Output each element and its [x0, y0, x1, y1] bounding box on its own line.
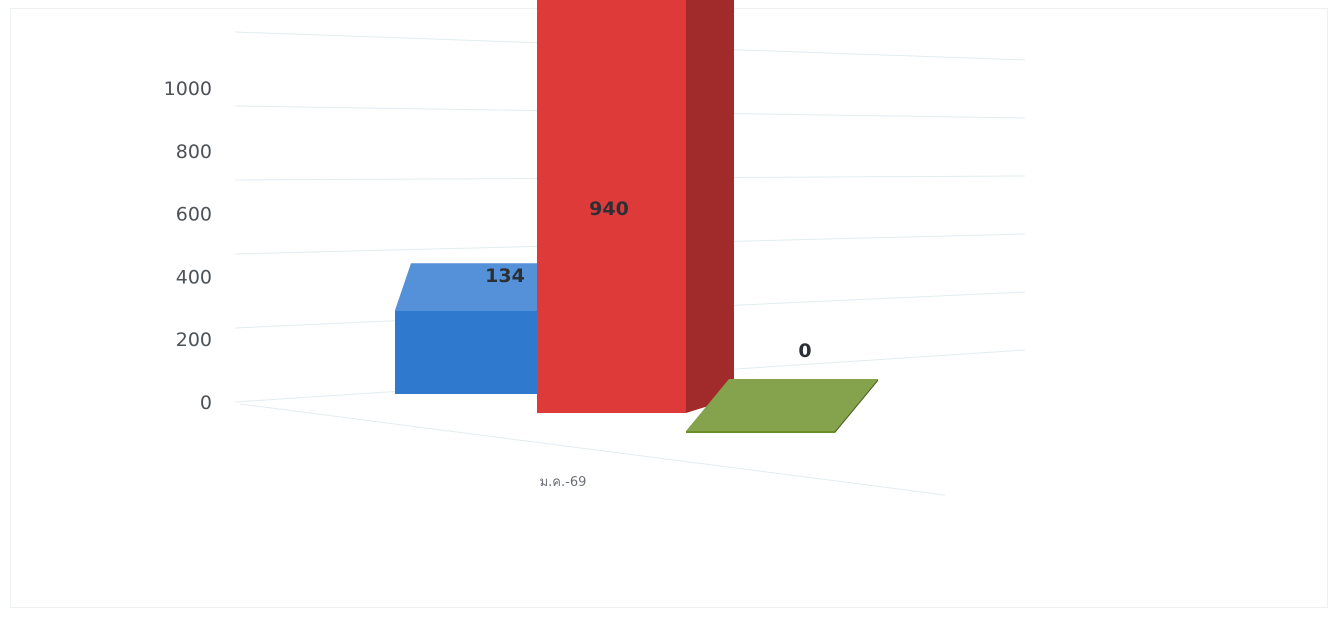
data-label-2: 940 — [589, 198, 629, 220]
bar-top-3 — [686, 379, 878, 431]
y-tick-label: 600 — [176, 204, 212, 226]
data-label-3: 0 — [798, 340, 811, 362]
bar-front-1 — [395, 310, 537, 394]
data-label-1: 134 — [485, 265, 525, 287]
y-tick-label: 200 — [176, 329, 212, 351]
y-tick-label: 400 — [176, 266, 212, 288]
bar-side-2 — [686, 0, 734, 413]
gridlines — [234, 31, 1026, 496]
bars — [395, 0, 878, 433]
bar-side-3 — [835, 379, 878, 433]
x-category-label: ม.ค.-69 — [540, 475, 587, 490]
floor-edge — [239, 403, 946, 496]
bar-front-2 — [537, 0, 686, 413]
bar-top-1 — [395, 263, 553, 311]
y-tick-label: 1000 — [164, 78, 212, 100]
bar-front-3 — [686, 431, 835, 433]
y-tick-label: 0 — [200, 392, 212, 414]
data-labels: 134 940 0 — [485, 198, 811, 362]
y-axis-ticks: 0 200 400 600 800 1000 — [164, 78, 212, 414]
y-tick-label: 800 — [176, 141, 212, 163]
